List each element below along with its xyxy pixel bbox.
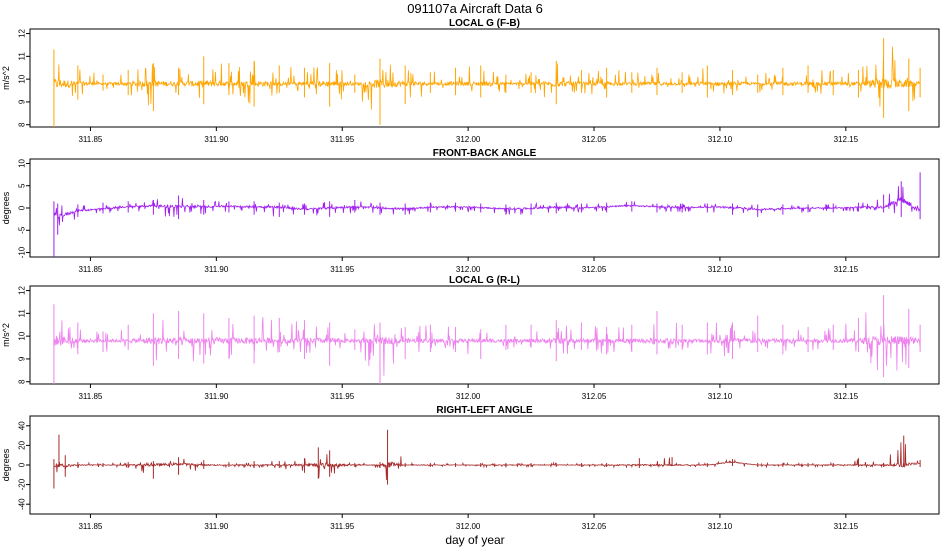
x-tick-label: 311.90 (204, 522, 228, 531)
y-tick-label: 8 (18, 122, 27, 127)
x-tick-label: 312.05 (582, 522, 607, 531)
x-tick-label: 312.15 (834, 135, 859, 144)
y-tick-label: 9 (18, 356, 27, 361)
chart-panel-3: LOCAL G (R-L) m/s^2 8 9 10 11 12 311.85 311.90 31… (1, 275, 940, 401)
y-tick-label: 12 (18, 286, 27, 295)
y-tick-label: 10 (18, 158, 27, 167)
y-tick-label: 9 (18, 99, 27, 104)
y-tick-label: 10 (18, 331, 27, 340)
data-series (53, 172, 921, 257)
y-tick-label: -40 (18, 498, 27, 510)
y-tick-label: -20 (18, 478, 27, 490)
x-tick-label: 312.05 (582, 135, 607, 144)
x-tick-label: 311.95 (330, 392, 354, 401)
x-tick-label: 312.10 (708, 522, 733, 531)
panel-title: LOCAL G (F-B) (449, 18, 520, 29)
y-tick-label: 8 (18, 379, 27, 384)
x-tick-label: 312.10 (708, 392, 733, 401)
x-tick-label: 312.15 (834, 522, 859, 531)
series-line (53, 442, 921, 481)
panel-title: FRONT-BACK ANGLE (433, 148, 537, 159)
plot-frame (29, 285, 940, 385)
x-tick-label: 312.05 (582, 265, 607, 274)
y-axis-label: degrees (1, 191, 11, 224)
x-tick-label: 311.95 (330, 135, 354, 144)
y-axis-label: degrees (1, 448, 11, 481)
y-tick-label: 20 (18, 440, 27, 449)
y-axis-label: m/s^2 (1, 66, 11, 90)
x-tick-label: 312.05 (582, 392, 607, 401)
x-tick-label: 312.00 (456, 392, 481, 401)
x-tick-label: 311.90 (204, 392, 228, 401)
y-tick-label: 11 (18, 52, 27, 61)
y-tick-label: 10 (18, 74, 27, 83)
x-tick-label: 311.95 (330, 265, 354, 274)
x-tick-label: 311.85 (78, 135, 102, 144)
x-axis-label: day of year (445, 533, 504, 547)
x-tick-label: 311.90 (204, 265, 228, 274)
y-tick-label: 0 (18, 462, 27, 467)
x-tick-label: 312.00 (456, 265, 481, 274)
data-series (53, 295, 921, 384)
y-tick-label: -10 (18, 246, 27, 258)
x-tick-label: 312.00 (456, 522, 481, 531)
x-tick-label: 312.15 (834, 265, 859, 274)
x-tick-label: 311.90 (204, 135, 228, 144)
panel-title: LOCAL G (R-L) (449, 275, 520, 286)
y-tick-label: 12 (18, 29, 27, 38)
figure-title: 091107a Aircraft Data 6 (407, 1, 543, 16)
x-tick-label: 312.10 (708, 135, 733, 144)
series-line (53, 186, 920, 226)
chart-panel-2: FRONT-BACK ANGLE degrees -10 -5 0 5 10 311.85 31… (1, 148, 940, 274)
y-tick-label: 0 (18, 205, 27, 210)
y-axis-label: m/s^2 (1, 323, 11, 347)
y-tick-label: 40 (18, 421, 27, 430)
x-tick-label: 311.85 (78, 392, 102, 401)
plot-frame (29, 28, 940, 128)
y-tick-label: 11 (18, 309, 27, 318)
series-line (53, 312, 921, 376)
x-tick-label: 312.00 (456, 135, 481, 144)
data-series (53, 38, 921, 127)
y-tick-label: -5 (18, 226, 27, 234)
x-tick-label: 311.95 (330, 522, 354, 531)
y-tick-label: 5 (18, 183, 27, 188)
x-tick-label: 312.15 (834, 392, 859, 401)
x-tick-label: 312.10 (708, 265, 733, 274)
chart-panel-1: LOCAL G (F-B) m/s^2 8 9 10 11 12 311.85 311.90 31… (1, 18, 940, 144)
data-series (53, 429, 921, 489)
x-tick-label: 311.85 (78, 522, 102, 531)
x-tick-label: 311.85 (78, 265, 102, 274)
series-line (53, 46, 921, 110)
chart-panel-4: RIGHT-LEFT ANGLE degrees -40 -20 0 20 40 311.85… (1, 405, 940, 531)
panel-title: RIGHT-LEFT ANGLE (436, 405, 533, 416)
